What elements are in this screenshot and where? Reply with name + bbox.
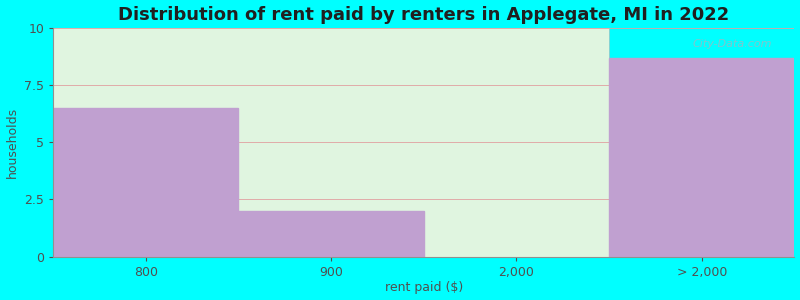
Bar xyxy=(609,58,794,256)
Bar xyxy=(53,108,238,256)
Y-axis label: households: households xyxy=(6,107,18,178)
Bar xyxy=(53,28,609,256)
X-axis label: rent paid ($): rent paid ($) xyxy=(385,281,463,294)
Title: Distribution of rent paid by renters in Applegate, MI in 2022: Distribution of rent paid by renters in … xyxy=(118,6,730,24)
Bar xyxy=(238,211,424,256)
Text: City-Data.com: City-Data.com xyxy=(693,39,772,49)
